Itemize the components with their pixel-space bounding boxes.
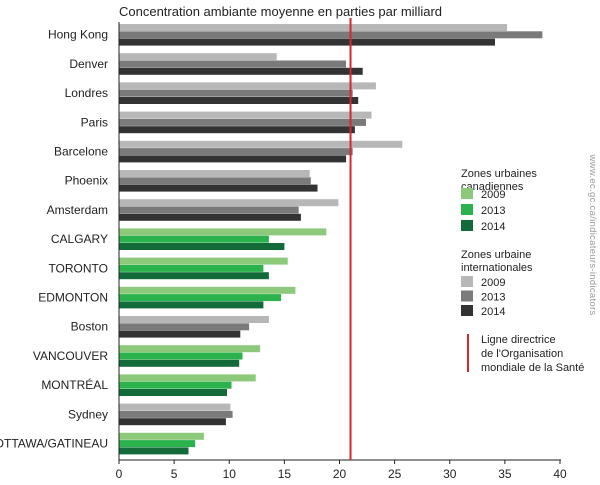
chart-title: Concentration ambiante moyenne en partie… xyxy=(119,4,442,19)
category-label: VANCOUVER xyxy=(33,349,108,363)
bar-calgary-2014 xyxy=(119,243,285,250)
watermark-url: www.ec.gc.ca/indicateurs-indicators xyxy=(587,154,598,316)
x-axis: 0 5 10 15 20 25 30 35 40 xyxy=(116,22,567,481)
category-label: Paris xyxy=(81,115,108,129)
legend-swatch-international-2013 xyxy=(461,290,473,302)
bar-barcelone-2009 xyxy=(119,140,403,148)
legend-who-label: Ligne directrice de l'Organisation mondial… xyxy=(481,334,584,374)
bar-edmonton-2013 xyxy=(119,294,282,302)
category-label: Londres xyxy=(65,86,108,100)
bar-barcelone-2014 xyxy=(119,155,347,163)
category-label: EDMONTON xyxy=(38,290,108,304)
bar-denver-2009 xyxy=(119,53,277,61)
bar-sydney-2014 xyxy=(119,418,226,426)
bar-paris-2009 xyxy=(119,111,372,119)
legend-swatch-canadian-2009 xyxy=(461,188,473,199)
bar-londres-2013 xyxy=(119,89,353,97)
category-label: Amsterdam xyxy=(47,203,108,217)
x-tick-label: 5 xyxy=(171,467,178,481)
legend-label: 2013 xyxy=(481,205,505,217)
bar-montr-al-2009 xyxy=(119,374,256,382)
x-tick-label: 30 xyxy=(443,467,457,481)
legend-label: 2009 xyxy=(481,189,505,201)
bar-sydney-2009 xyxy=(119,403,231,411)
legend-swatch-international-2009 xyxy=(461,276,473,287)
category-label: Boston xyxy=(71,320,108,334)
bar-montr-al-2013 xyxy=(119,381,232,389)
legend-label: 2014 xyxy=(481,306,505,318)
category-label: Barcelone xyxy=(54,144,108,158)
bar-calgary-2013 xyxy=(119,235,269,243)
bar-amsterdam-2014 xyxy=(119,213,301,221)
bar-edmonton-2014 xyxy=(119,301,264,309)
bar-amsterdam-2009 xyxy=(119,199,339,207)
legend-title-canadian: Zones urbaines canadiennes xyxy=(461,168,537,193)
bar-boston-2009 xyxy=(119,316,269,323)
bar-montr-al-2014 xyxy=(119,389,227,396)
bar-londres-2014 xyxy=(119,97,359,104)
bar-sydney-2013 xyxy=(119,410,233,418)
legend-swatch-international-2014 xyxy=(461,305,473,316)
bar-hong-kong-2013 xyxy=(119,31,543,39)
bar-vancouver-2009 xyxy=(119,345,261,353)
bar-phoenix-2013 xyxy=(119,177,311,185)
bar-calgary-2009 xyxy=(119,228,327,236)
bar-toronto-2014 xyxy=(119,272,269,280)
category-label: Sydney xyxy=(68,407,108,421)
bar-toronto-2013 xyxy=(119,264,264,272)
bar-boston-2014 xyxy=(119,330,241,338)
x-tick-label: 0 xyxy=(116,467,123,481)
bar-barcelone-2013 xyxy=(119,148,353,156)
bar-ottawa-gatineau-2013 xyxy=(119,440,196,448)
legend-swatch-canadian-2013 xyxy=(461,204,473,215)
bar-toronto-2009 xyxy=(119,257,288,265)
category-label: MONTRÉAL xyxy=(41,377,108,392)
x-tick-label: 20 xyxy=(333,467,347,481)
legend-title-international: Zones urbaine internationales xyxy=(461,249,533,274)
x-tick-label: 15 xyxy=(278,467,292,481)
bar-amsterdam-2013 xyxy=(119,206,299,214)
bar-paris-2014 xyxy=(119,126,355,134)
category-label: Phoenix xyxy=(65,174,108,188)
legend-swatch-canadian-2014 xyxy=(461,220,473,231)
x-tick-label: 25 xyxy=(388,467,402,481)
x-tick-label: 35 xyxy=(498,467,512,481)
category-label: Denver xyxy=(69,57,108,71)
bar-hong-kong-2009 xyxy=(119,24,508,31)
bar-phoenix-2014 xyxy=(119,184,318,192)
legend: Zones urbaines canadiennes200920132014Zon… xyxy=(461,168,584,374)
bar-hong-kong-2014 xyxy=(119,38,495,46)
category-label: CALGARY xyxy=(51,232,108,246)
bar-vancouver-2013 xyxy=(119,352,243,360)
bar-ottawa-gatineau-2009 xyxy=(119,432,204,440)
bar-phoenix-2009 xyxy=(119,170,310,177)
x-tick-label: 40 xyxy=(553,467,567,481)
x-tick-label: 10 xyxy=(223,467,237,481)
legend-label: 2013 xyxy=(481,292,505,304)
bar-vancouver-2014 xyxy=(119,359,240,367)
legend-label: 2014 xyxy=(481,221,505,233)
bar-londres-2009 xyxy=(119,82,376,90)
legend-label: 2009 xyxy=(481,277,505,289)
bar-ottawa-gatineau-2014 xyxy=(119,447,189,455)
bar-edmonton-2009 xyxy=(119,286,296,294)
category-labels: Hong Kong Denver Londres Paris Barcelone Phoe… xyxy=(0,28,108,451)
bar-denver-2013 xyxy=(119,60,347,68)
bar-boston-2013 xyxy=(119,323,250,331)
bar-area xyxy=(119,24,543,455)
category-label: TORONTO xyxy=(48,261,108,275)
bar-denver-2014 xyxy=(119,67,363,75)
category-label: OTTAWA/GATINEAU xyxy=(0,436,108,450)
category-label: Hong Kong xyxy=(48,28,108,42)
bar-paris-2013 xyxy=(119,118,366,126)
